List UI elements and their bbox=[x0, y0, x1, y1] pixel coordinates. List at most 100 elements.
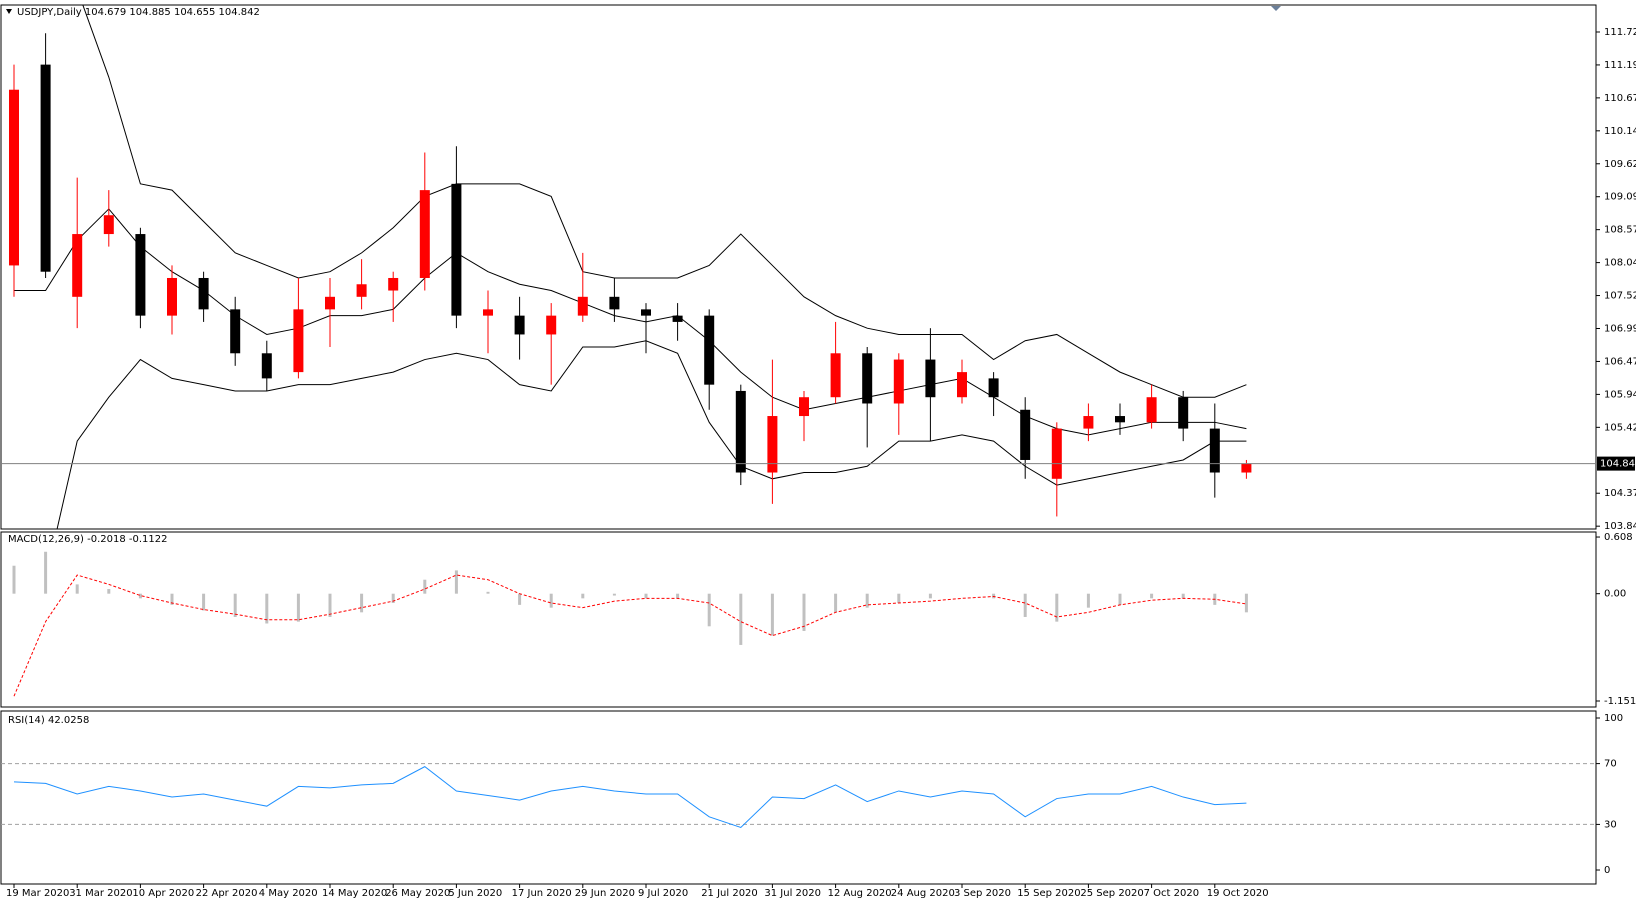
candle-body bbox=[451, 183, 462, 316]
candle-body bbox=[546, 315, 557, 335]
x-tick-label: 10 Apr 2020 bbox=[132, 888, 194, 899]
menu-arrow bbox=[6, 9, 12, 14]
x-tick-label: 21 Jul 2020 bbox=[701, 888, 758, 899]
y-tick-label: 108.045 bbox=[1604, 258, 1636, 269]
band-middle bbox=[14, 208, 1247, 436]
candle-body bbox=[862, 353, 873, 404]
x-tick-label: 31 Jul 2020 bbox=[764, 888, 821, 899]
y-tick-label: 105.945 bbox=[1604, 389, 1636, 400]
x-tick-label: 14 May 2020 bbox=[322, 888, 387, 899]
x-tick-label: 9 Jul 2020 bbox=[638, 888, 688, 899]
y-tick-label: -1.1516 bbox=[1604, 696, 1636, 707]
y-tick-label: 109.620 bbox=[1604, 159, 1636, 170]
y-tick-label: 70 bbox=[1604, 759, 1617, 770]
x-tick-label: 26 May 2020 bbox=[385, 888, 450, 899]
candle-body bbox=[609, 296, 620, 310]
candle-body bbox=[672, 315, 683, 322]
x-tick-label: 5 Jun 2020 bbox=[448, 888, 502, 899]
macd-signal bbox=[13, 574, 1247, 697]
x-tick-label: 24 Aug 2020 bbox=[891, 888, 955, 899]
candle-body bbox=[72, 234, 83, 297]
y-tick-label: 100 bbox=[1604, 713, 1623, 724]
candle-body bbox=[641, 309, 651, 316]
candle-body bbox=[514, 315, 525, 335]
candle-body bbox=[830, 353, 841, 398]
x-tick-label: 12 Aug 2020 bbox=[828, 888, 892, 899]
candle-body bbox=[230, 309, 241, 354]
x-tick-label: 19 Oct 2020 bbox=[1207, 888, 1269, 899]
y-tick-label: 103.845 bbox=[1604, 521, 1636, 532]
candle-body bbox=[957, 372, 967, 398]
main-title: USDJPY,Daily 104.679 104.885 104.655 104… bbox=[17, 7, 260, 18]
x-tick-label: 3 Sep 2020 bbox=[954, 888, 1011, 899]
candle-body bbox=[9, 89, 19, 266]
macd-plot bbox=[12, 551, 1248, 697]
macd-title: MACD(12,26,9) -0.2018 -0.1122 bbox=[8, 534, 168, 545]
candle-body bbox=[988, 378, 999, 398]
candle-body bbox=[893, 359, 904, 404]
y-tick-label: 111.720 bbox=[1604, 27, 1636, 38]
y-tick-label: 111.195 bbox=[1604, 60, 1636, 71]
candle-body bbox=[40, 64, 51, 272]
y-tick-label: 30 bbox=[1604, 819, 1617, 830]
candle-body bbox=[767, 416, 778, 473]
main-plot bbox=[9, 5, 1252, 529]
y-tick-label: 110.670 bbox=[1604, 93, 1636, 104]
x-tick-label: 31 Mar 2020 bbox=[69, 888, 132, 899]
candle-body bbox=[1146, 397, 1157, 423]
y-tick-label: 107.520 bbox=[1604, 291, 1636, 302]
y-tick-label: 106.995 bbox=[1604, 323, 1636, 334]
last-price-box bbox=[1597, 456, 1635, 471]
x-tick-label: 7 Oct 2020 bbox=[1144, 888, 1199, 899]
candle-body bbox=[103, 215, 114, 235]
y-tick-label: 110.145 bbox=[1604, 126, 1636, 137]
candle-body bbox=[167, 277, 177, 316]
candle-body bbox=[356, 284, 367, 297]
candle-body bbox=[1241, 463, 1252, 473]
band-upper bbox=[82, 5, 1247, 398]
rsi-line bbox=[13, 766, 1247, 829]
shift-marker bbox=[1271, 6, 1281, 11]
candle-body bbox=[577, 296, 588, 316]
candle-body bbox=[799, 397, 809, 417]
candle-body bbox=[1115, 416, 1125, 423]
y-tick-label: 109.095 bbox=[1604, 192, 1636, 203]
y-tick-label: 0.608 bbox=[1604, 532, 1633, 543]
candle-body bbox=[1020, 409, 1031, 460]
y-tick-label: 104.37 bbox=[1604, 488, 1636, 499]
candle-body bbox=[735, 390, 746, 473]
candle-body bbox=[198, 277, 209, 310]
candle-body bbox=[325, 296, 335, 310]
x-tick-label: 22 Apr 2020 bbox=[196, 888, 258, 899]
candle-body bbox=[1083, 416, 1094, 429]
candle-body bbox=[388, 277, 399, 291]
y-tick-label: 0.00 bbox=[1604, 589, 1626, 600]
candle-body bbox=[419, 190, 430, 278]
candle-body bbox=[1051, 428, 1062, 479]
x-tick-label: 15 Sep 2020 bbox=[1017, 888, 1080, 899]
x-tick-label: 25 Sep 2020 bbox=[1080, 888, 1143, 899]
x-tick-label: 17 Jun 2020 bbox=[512, 888, 572, 899]
y-tick-label: 108.570 bbox=[1604, 225, 1636, 236]
y-tick-label: 0 bbox=[1604, 865, 1610, 876]
candle-body bbox=[483, 309, 493, 316]
rsi-pane bbox=[0, 710, 1597, 885]
y-tick-label: 105.420 bbox=[1604, 422, 1636, 433]
candle-body bbox=[293, 309, 304, 373]
candle-body bbox=[1178, 397, 1189, 429]
rsi-title: RSI(14) 42.0258 bbox=[8, 715, 89, 726]
last-price-label: 104.842 bbox=[1600, 459, 1636, 470]
macd-pane bbox=[0, 531, 1597, 708]
band-lower bbox=[56, 340, 1247, 529]
x-tick-label: 29 Jun 2020 bbox=[575, 888, 635, 899]
candle-body bbox=[135, 234, 146, 316]
candle-body bbox=[925, 359, 936, 398]
candle-body bbox=[1209, 428, 1220, 473]
x-tick-label: 4 May 2020 bbox=[259, 888, 318, 899]
candle-body bbox=[704, 315, 715, 385]
main-pane bbox=[0, 4, 1597, 530]
candle-body bbox=[261, 353, 272, 379]
x-tick-label: 19 Mar 2020 bbox=[6, 888, 69, 899]
y-tick-label: 106.470 bbox=[1604, 356, 1636, 367]
